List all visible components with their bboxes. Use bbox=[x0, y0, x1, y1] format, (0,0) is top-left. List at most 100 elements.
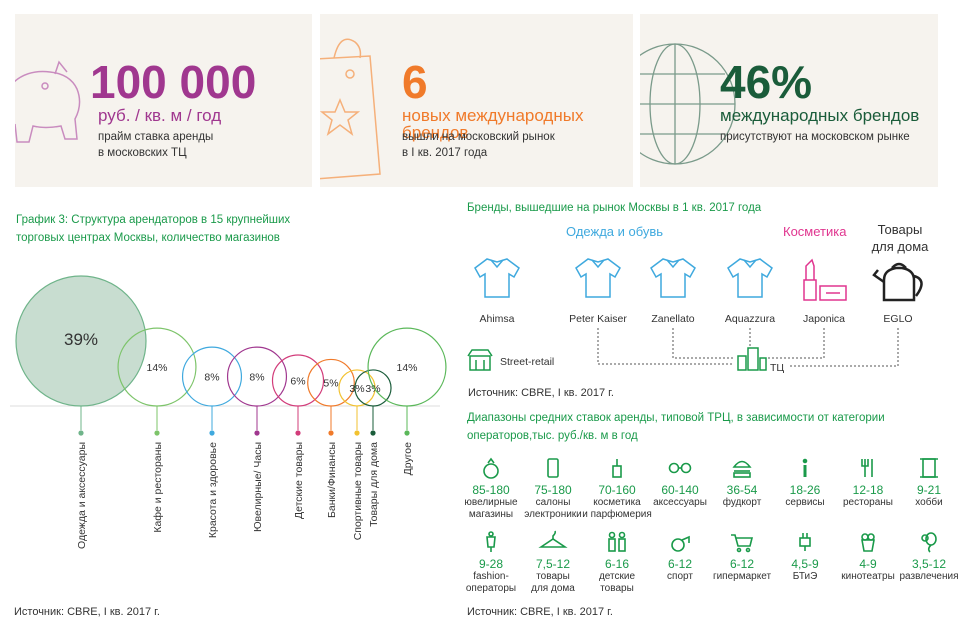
brand-name: Peter Kaiser bbox=[569, 313, 627, 325]
mall-label: ТЦ bbox=[770, 362, 785, 374]
balloon-icon bbox=[921, 532, 937, 553]
stat-big: 46% bbox=[720, 56, 813, 108]
range-value: 60-140 bbox=[661, 483, 699, 497]
glasses-icon bbox=[668, 462, 692, 474]
range-item: 85-180 ювелирные магазины bbox=[451, 484, 531, 521]
range-item: 36-54 фудкорт bbox=[702, 484, 782, 509]
bubble-dot bbox=[328, 430, 334, 436]
range-item: 18-26 сервисы bbox=[765, 484, 845, 509]
bubble-dot bbox=[154, 430, 160, 436]
chart-title: торговых центрах Москвы, количество мага… bbox=[16, 232, 280, 244]
store-icon bbox=[467, 349, 493, 371]
range-item: 3,5-12 развлечения bbox=[889, 558, 961, 583]
category-clothing: Одежда и обувь bbox=[566, 224, 664, 239]
bubble-dot bbox=[354, 430, 360, 436]
category-label: Банки/Финансы bbox=[326, 442, 338, 518]
perfume-icon bbox=[612, 459, 622, 478]
range-value: 85-180 bbox=[472, 483, 510, 497]
range-label: магазины bbox=[468, 509, 514, 520]
brands-title: Бренды, вышедшие на рынок Москвы в 1 кв.… bbox=[467, 202, 762, 214]
bubble-dot bbox=[404, 430, 410, 436]
hanger-icon bbox=[538, 530, 568, 548]
range-value: 18-26 bbox=[789, 483, 821, 497]
kettle-icon bbox=[872, 262, 923, 302]
source-note: Источник: CBRE, I кв. 2017 г. bbox=[467, 606, 613, 618]
range-label: операторы bbox=[465, 583, 517, 594]
range-label: товары bbox=[600, 583, 634, 594]
range-label: рестораны bbox=[843, 497, 893, 508]
range-item: 4-9 кинотеатры bbox=[828, 558, 908, 583]
stat-desc: в московских ТЦ bbox=[98, 147, 187, 159]
range-item: 75-180 салоны электроники bbox=[513, 484, 593, 521]
range-item: 9-28 fashion-операторы bbox=[451, 558, 531, 595]
range-label: и парфюмерия bbox=[582, 509, 652, 520]
range-item: 70-160 косметика и парфюмерия bbox=[577, 484, 657, 521]
category-home: Товары для дома bbox=[868, 221, 932, 255]
street-retail-label: Street-retail bbox=[500, 356, 555, 368]
range-label: косметика bbox=[593, 497, 641, 508]
shirt-icon bbox=[727, 258, 773, 298]
bubble-value-label: 14% bbox=[396, 362, 417, 374]
bubble-dot bbox=[78, 430, 84, 436]
kids-icon bbox=[608, 531, 626, 552]
range-label: фудкорт bbox=[722, 497, 762, 508]
mannequin-icon bbox=[486, 531, 496, 552]
bubble-dot bbox=[254, 430, 260, 436]
stat-card-brands: 6 новых международных брендов вышли на м… bbox=[320, 14, 633, 187]
ring-icon bbox=[483, 457, 499, 479]
stat-unit: новых международных брендов bbox=[402, 106, 584, 142]
stat-desc: в I кв. 2017 года bbox=[402, 147, 488, 159]
range-value: 9-28 bbox=[478, 557, 504, 571]
category-label: Другое bbox=[402, 442, 414, 476]
range-item: 6-16 детские товары bbox=[577, 558, 657, 595]
range-value: 36-54 bbox=[726, 483, 758, 497]
shirt-icon bbox=[575, 258, 621, 298]
range-item: 60-140 аксессуары bbox=[640, 484, 720, 509]
bubble-value-label: 8% bbox=[204, 372, 219, 384]
stat-big: 100 000 bbox=[90, 56, 257, 108]
bubble-value-label: 8% bbox=[249, 372, 264, 384]
range-label: сервисы bbox=[785, 497, 825, 508]
range-label: БТиЭ bbox=[792, 571, 818, 582]
stat-unit: международных брендов bbox=[720, 106, 920, 125]
brand-name: Zanellato bbox=[651, 313, 695, 325]
bubble-chart: 39% Одежда и аксессуары 14% Кафе и ресторан… bbox=[10, 275, 447, 549]
range-value: 12-18 bbox=[852, 483, 884, 497]
range-value: 4-9 bbox=[859, 557, 877, 571]
shirt-icon bbox=[474, 258, 520, 298]
category-label: Ювелирные/ Часы bbox=[252, 442, 264, 532]
range-label: аксессуары bbox=[653, 497, 707, 508]
range-label: fashion- bbox=[473, 571, 509, 582]
bubble-value-label: 14% bbox=[146, 362, 167, 374]
stat-card-international: 46% международных брендов присутствуют н… bbox=[640, 14, 938, 187]
range-value: 7,5-12 bbox=[535, 557, 571, 571]
range-label: ювелирные bbox=[464, 497, 518, 508]
ranges-title: операторов,тыс. руб./кв. м в год bbox=[467, 430, 638, 442]
category-label: Одежда и аксессуары bbox=[76, 442, 88, 549]
bubble bbox=[338, 369, 376, 407]
range-value: 6-12 bbox=[729, 557, 755, 571]
brand-name: Japonica bbox=[802, 313, 846, 325]
bubble-dot bbox=[295, 430, 301, 436]
range-label: электроники bbox=[524, 509, 582, 520]
range-value: 3,5-12 bbox=[911, 557, 947, 571]
bubble-value-label: 5% bbox=[323, 378, 338, 390]
brand-name: Ahimsa bbox=[479, 313, 515, 325]
stat-desc: прайм ставка аренды bbox=[98, 131, 214, 143]
range-value: 4,5-9 bbox=[791, 557, 819, 571]
range-value: 9-21 bbox=[916, 483, 942, 497]
lipstick-icon bbox=[803, 258, 847, 301]
range-label: гипермаркет bbox=[712, 571, 772, 582]
range-label: развлечения bbox=[899, 571, 959, 582]
range-item: 7,5-12 товары для дома bbox=[513, 558, 593, 595]
stat-card-rent: 100 000 руб. / кв. м / год прайм ставка … bbox=[15, 14, 312, 187]
range-value: 75-180 bbox=[534, 483, 572, 497]
category-home-line2: для дома bbox=[871, 239, 929, 254]
range-label: хобби bbox=[915, 497, 943, 508]
range-value: 6-12 bbox=[667, 557, 693, 571]
range-item: 6-12 гипермаркет bbox=[702, 558, 782, 583]
connector-lines bbox=[597, 328, 899, 367]
bubble-dot bbox=[209, 430, 215, 436]
